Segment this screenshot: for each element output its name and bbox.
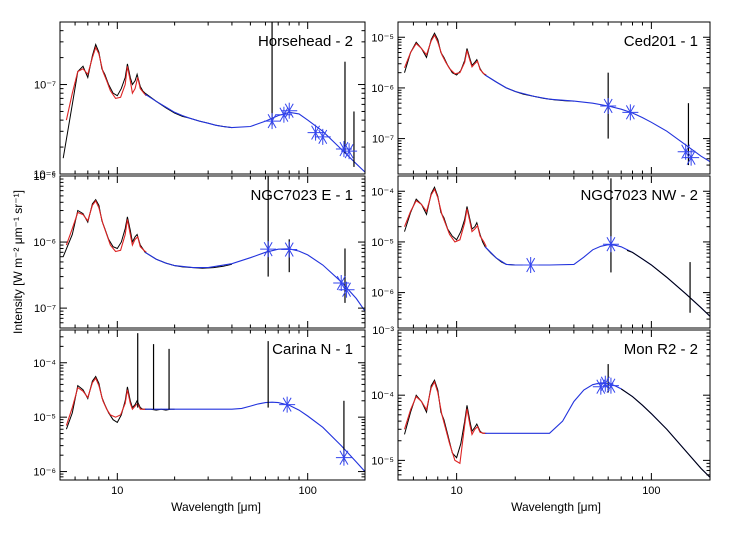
dust-model-line [485, 382, 710, 478]
y-tick-label: 10⁻⁵ [371, 237, 394, 249]
panel-title: Ced201 - 1 [624, 33, 698, 50]
photometry-marker [281, 102, 298, 119]
y-tick-label: 10⁻⁶ [371, 83, 394, 95]
observed-spectrum-line [404, 185, 486, 248]
panel-1: 10⁻⁷ 10⁻⁶ Horsehead - 2 [33, 21, 366, 181]
observed-spectrum-line [404, 32, 486, 76]
photometry-marker [622, 104, 639, 121]
x-tick-label: 10 [111, 485, 123, 497]
plot-area [403, 364, 710, 478]
pah-model-line [403, 187, 487, 248]
y-tick-label: 10⁻⁵ [33, 412, 56, 424]
dust-model-line [144, 248, 365, 312]
photometry-marker [279, 396, 296, 413]
y-tick-label: 10⁻⁴ [371, 390, 394, 402]
y-tick-label: 10⁻³ [372, 325, 394, 337]
plot-area [403, 178, 710, 317]
x-tick-label: 100 [299, 485, 317, 497]
y-tick-label: 10⁻⁷ [34, 303, 56, 315]
photometry-marker [333, 274, 350, 291]
pah-model-line [65, 377, 147, 426]
x-tick-label: 10 [451, 485, 463, 497]
plot-area [62, 176, 365, 312]
photometry-marker [335, 141, 352, 158]
photometry-marker [522, 257, 539, 274]
y-tick-label: 10⁻⁶ [33, 237, 56, 249]
y-tick-label: 10⁻⁵ [371, 455, 394, 467]
x-tick-label: 100 [642, 485, 660, 497]
photometry-marker [260, 241, 277, 258]
y-tick-label: 10⁻⁴ [371, 186, 394, 198]
y-tick-label: 10⁻⁶ [33, 467, 56, 479]
photometry-marker [264, 113, 281, 130]
panel-2: 10⁻⁵ 10⁻⁶ 10⁻⁷ Ced201 - 1 [371, 21, 711, 175]
photometry-marker [335, 449, 352, 466]
dust-model-line [484, 74, 710, 163]
dust-model-line [144, 93, 365, 173]
x-axis-label-right: Wavelength [μm] [511, 500, 601, 514]
dust-model-line [145, 401, 365, 472]
long-wavelength-spectrum-line [620, 388, 710, 478]
observed-spectrum-line [62, 43, 146, 159]
axes-frame [397, 175, 711, 329]
y-tick-label: 10⁻⁴ [33, 358, 56, 370]
photometry-marker [602, 236, 619, 253]
panel-5: 10⁻⁴ 10⁻⁵ 10⁻⁶ 10 100 Carina N - 1 [33, 329, 366, 497]
pah-model-line [65, 45, 147, 121]
plot-area [403, 32, 710, 166]
photometry-marker [314, 128, 331, 145]
observed-spectrum-line [404, 379, 486, 459]
y-tick-label: 10⁻⁵ [33, 171, 56, 183]
panel-title: Carina N - 1 [272, 341, 353, 358]
photometry-marker [307, 124, 324, 141]
photometry-marker [341, 143, 358, 160]
panel-title: Mon R2 - 2 [624, 341, 698, 358]
irs-spectrum-line [484, 74, 574, 102]
panel-title: NGC7023 E - 1 [250, 187, 353, 204]
pah-model-line [65, 199, 147, 253]
panel-title: NGC7023 NW - 2 [580, 187, 698, 204]
panel-6: 10⁻³ 10⁻⁴ 10⁻⁵ 10 100 Mon R2 - 2 [371, 325, 711, 497]
x-axis-label-left: Wavelength [μm] [171, 500, 261, 514]
long-wavelength-spectrum-line [626, 249, 710, 317]
y-tick-label: 10⁻⁶ [33, 169, 56, 181]
photometry-marker [281, 241, 298, 258]
plot-area [62, 22, 365, 173]
panel-title: Horsehead - 2 [258, 33, 353, 50]
irs-spectrum-line [144, 92, 232, 129]
photometry-marker [600, 97, 617, 114]
axes-frame [59, 329, 366, 481]
y-axis-label: Intensity [W m⁻² μm⁻¹ sr⁻¹] [11, 190, 25, 334]
dust-model-line [484, 244, 710, 317]
observed-spectrum-line [65, 375, 146, 430]
pah-model-line [403, 380, 487, 465]
plot-area [65, 333, 365, 472]
photometry-marker [338, 281, 355, 298]
y-tick-label: 10⁻⁷ [34, 80, 56, 92]
axes-frame [397, 21, 711, 175]
panel-4: 10⁻⁴ 10⁻⁵ 10⁻⁶ NGC7023 NW - 2 [371, 175, 711, 329]
y-tick-label: 10⁻⁷ [372, 134, 394, 146]
y-tick-label: 10⁻⁶ [371, 288, 394, 300]
photometry-marker [602, 377, 619, 394]
irs-spectrum-line [484, 246, 516, 266]
pah-model-line [403, 34, 487, 76]
photometry-marker [683, 149, 700, 166]
y-tick-label: 10⁻⁵ [371, 32, 394, 44]
photometry-marker [592, 378, 609, 395]
